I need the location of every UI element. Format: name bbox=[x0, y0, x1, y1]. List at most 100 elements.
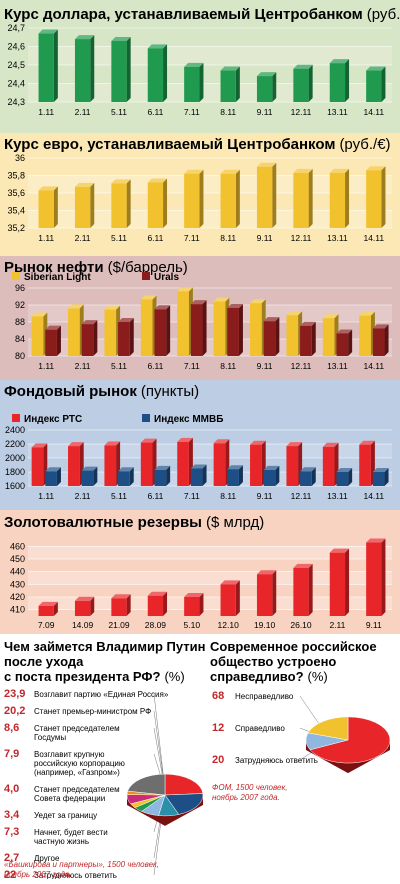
survey-left-label: Уедет за границу bbox=[34, 811, 97, 820]
bar-s1-top bbox=[213, 439, 230, 444]
x-tick-label: 8.11 bbox=[220, 491, 236, 501]
x-tick-label: 9.11 bbox=[257, 107, 273, 117]
survey-right-title-1: Современное российское bbox=[210, 639, 377, 654]
survey-left-value: 3,4 bbox=[4, 809, 20, 821]
bar-s2-top bbox=[154, 465, 171, 470]
bar-side bbox=[235, 169, 240, 228]
bar-s1-top bbox=[322, 314, 339, 319]
survey-left-pie-slice bbox=[164, 773, 204, 796]
bar-s1-top bbox=[359, 311, 375, 316]
bar-top bbox=[38, 601, 58, 606]
bar-top bbox=[256, 162, 277, 167]
survey-right-label: Справедливо bbox=[235, 724, 285, 733]
bar-s1 bbox=[286, 315, 299, 356]
bar-s2-top bbox=[336, 329, 353, 334]
bar-top bbox=[111, 36, 131, 41]
bar-s1 bbox=[359, 444, 371, 486]
survey-right-title-2: общество устроено bbox=[210, 654, 336, 669]
bar-top bbox=[256, 72, 277, 77]
gold-chart: 410 420 430 440 450 460 7.09 14.09 21.09 28.09 5.1… bbox=[10, 538, 392, 630]
bar-s2 bbox=[118, 322, 130, 356]
x-tick-label: 2.11 bbox=[75, 491, 91, 501]
x-tick-label: 2.11 bbox=[75, 361, 91, 371]
bar-s1-top bbox=[177, 437, 193, 442]
x-tick-label: 14.11 bbox=[363, 361, 384, 371]
x-tick-label: 9.11 bbox=[366, 620, 382, 630]
x-tick-label: 26.10 bbox=[290, 620, 312, 630]
bar-top bbox=[329, 168, 350, 173]
bar bbox=[220, 584, 236, 616]
legend-swatch bbox=[142, 272, 150, 280]
survey-right-value: 12 bbox=[212, 722, 224, 734]
bar-top bbox=[147, 44, 168, 49]
survey-left-value: 4,0 bbox=[4, 783, 19, 795]
x-tick-label: 12.11 bbox=[291, 491, 312, 501]
bar-s1-top bbox=[286, 311, 303, 316]
bar bbox=[147, 595, 164, 616]
bar-side bbox=[126, 179, 131, 228]
bar-s2-side bbox=[166, 305, 171, 356]
bar-top bbox=[38, 186, 58, 191]
x-tick-label: 5.11 bbox=[111, 361, 127, 371]
x-tick-label: 6.11 bbox=[147, 107, 163, 117]
survey-left-value: 2,7 bbox=[4, 852, 19, 864]
bar bbox=[366, 170, 382, 228]
x-tick-label: 12.11 bbox=[291, 361, 312, 371]
survey-left-value: 8,6 bbox=[4, 722, 19, 734]
bar-s2-top bbox=[300, 467, 316, 472]
bar bbox=[256, 166, 273, 228]
survey-left-label: Станет премьер-министром РФ bbox=[34, 707, 151, 716]
bar-side bbox=[345, 59, 350, 102]
bar-side bbox=[272, 72, 277, 102]
x-tick-label: 1.11 bbox=[38, 491, 54, 501]
bar-top bbox=[184, 169, 204, 174]
bar-s2 bbox=[190, 468, 203, 486]
bar-side bbox=[345, 168, 350, 228]
bar-s1 bbox=[213, 443, 226, 486]
stock-panel-title: Фондовый рынок (пункты) bbox=[4, 383, 199, 400]
bar bbox=[256, 574, 273, 616]
survey-right: Современное российское общество устроено… bbox=[210, 639, 391, 802]
x-tick-label: 12.11 bbox=[291, 107, 312, 117]
x-tick-label: 5.11 bbox=[111, 233, 127, 243]
x-tick-label: 12.11 bbox=[291, 233, 312, 243]
bar bbox=[111, 40, 127, 102]
bar-s1-top bbox=[322, 442, 339, 447]
y-tick-label: 1600 bbox=[5, 481, 25, 491]
x-tick-label: 5.10 bbox=[184, 620, 201, 630]
bar-top bbox=[184, 593, 204, 597]
bar-s2 bbox=[154, 309, 167, 356]
x-tick-label: 9.11 bbox=[257, 491, 273, 501]
y-tick-label: 35,6 bbox=[7, 188, 25, 198]
y-tick-label: 430 bbox=[10, 579, 25, 589]
survey-left-source-2: ноябрь 2007 года. bbox=[4, 870, 72, 879]
bar-s2-side bbox=[56, 325, 61, 356]
bar-side bbox=[90, 182, 95, 228]
bar-s2 bbox=[227, 307, 239, 356]
bar-top bbox=[329, 59, 350, 64]
bar-s2-top bbox=[45, 325, 61, 330]
survey-left-label: Затрудняюсь ответить bbox=[34, 871, 117, 879]
bar-side bbox=[53, 29, 58, 102]
bar-s2-side bbox=[129, 467, 134, 486]
bar-s1-top bbox=[359, 440, 375, 445]
x-tick-label: 28.09 bbox=[145, 620, 167, 630]
x-tick-label: 6.11 bbox=[147, 233, 163, 243]
bar-s2-side bbox=[275, 465, 280, 486]
bar-s2 bbox=[45, 471, 57, 486]
bar bbox=[329, 552, 346, 616]
bar-top bbox=[220, 580, 240, 585]
bar bbox=[366, 542, 382, 616]
bar-s2-top bbox=[154, 305, 171, 310]
bar-top bbox=[74, 35, 95, 40]
gold-panel-title: Золотовалютные резервы ($ млрд) bbox=[4, 514, 264, 531]
bar-s2-side bbox=[311, 321, 316, 356]
bar-s2 bbox=[81, 470, 94, 486]
x-tick-label: 21.09 bbox=[108, 620, 130, 630]
bar-s2 bbox=[45, 329, 57, 356]
usd-panel-title: Курс доллара, устанавливаемый Центробанк… bbox=[4, 6, 400, 23]
bar-side bbox=[90, 35, 95, 102]
y-tick-label: 2000 bbox=[5, 453, 25, 463]
bar-top bbox=[147, 178, 168, 183]
bar-side bbox=[90, 596, 95, 616]
